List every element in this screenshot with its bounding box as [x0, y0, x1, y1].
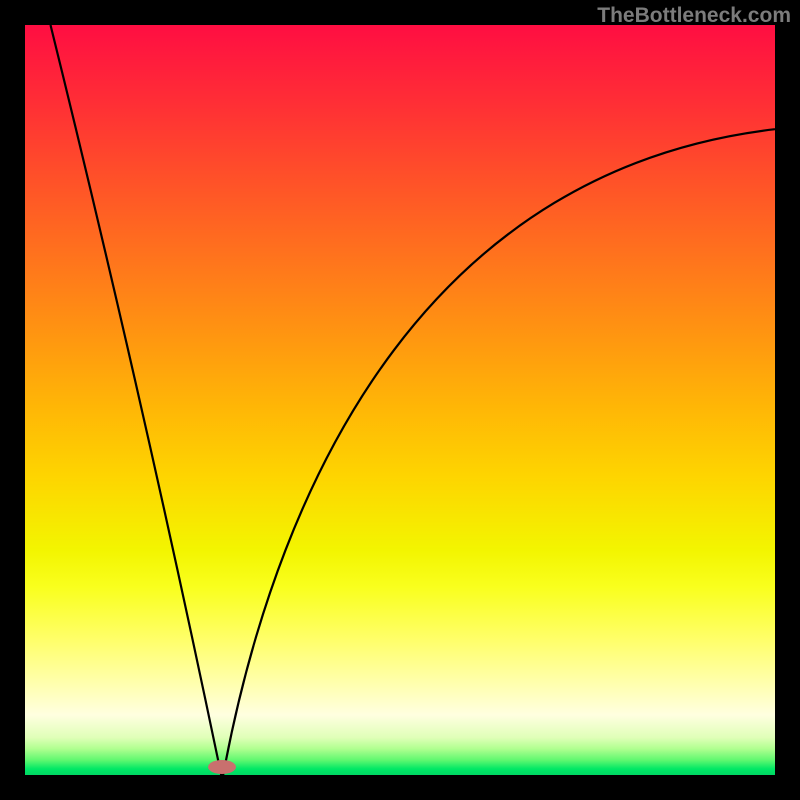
- optimum-marker: [208, 760, 236, 774]
- bottleneck-curve: [25, 25, 775, 780]
- plot-area: [25, 25, 775, 780]
- watermark-text: TheBottleneck.com: [597, 4, 791, 28]
- curve-path: [51, 25, 776, 780]
